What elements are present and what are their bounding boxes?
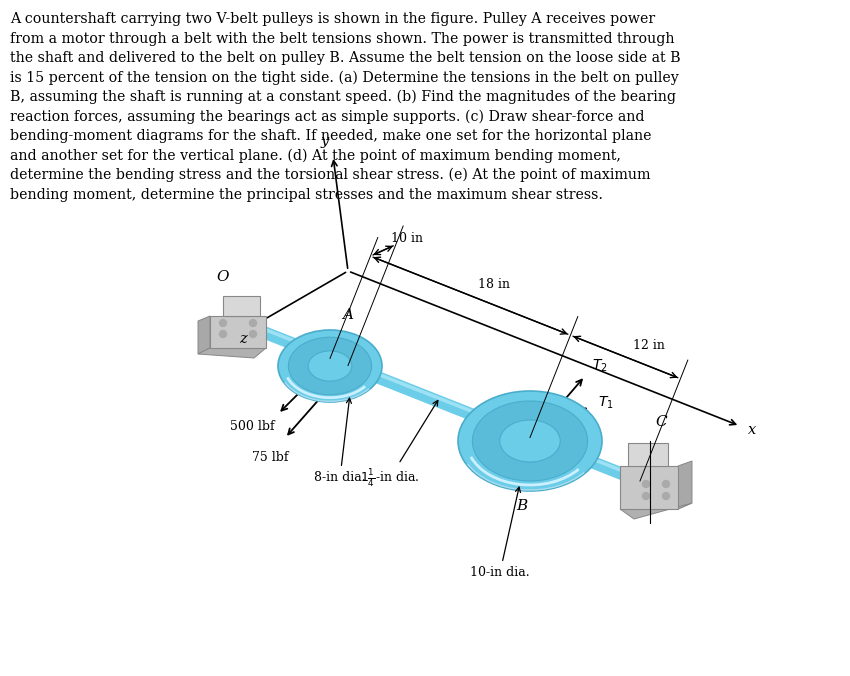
Ellipse shape — [500, 420, 560, 462]
Text: bending-moment diagrams for the shaft. If needed, make one set for the horizonta: bending-moment diagrams for the shaft. I… — [10, 129, 651, 143]
Polygon shape — [620, 466, 678, 509]
Polygon shape — [198, 348, 266, 358]
Text: 18 in: 18 in — [479, 278, 511, 291]
Text: reaction forces, assuming the bearings act as simple supports. (c) Draw shear-fo: reaction forces, assuming the bearings a… — [10, 110, 644, 124]
Circle shape — [250, 331, 257, 337]
Text: A: A — [342, 308, 353, 322]
Text: y: y — [320, 134, 329, 148]
Circle shape — [219, 320, 226, 327]
Ellipse shape — [309, 351, 352, 381]
Text: z: z — [239, 332, 246, 346]
Ellipse shape — [458, 391, 602, 491]
Text: 500 lbf: 500 lbf — [230, 420, 275, 433]
Text: and another set for the vertical plane. (d) At the point of maximum bending mome: and another set for the vertical plane. … — [10, 149, 620, 163]
Text: 10 in: 10 in — [391, 233, 423, 245]
Circle shape — [219, 331, 226, 337]
Text: B, assuming the shaft is running at a constant speed. (b) Find the magnitudes of: B, assuming the shaft is running at a co… — [10, 90, 676, 104]
Text: 8-in dia.: 8-in dia. — [314, 398, 366, 484]
Text: $T_2$: $T_2$ — [592, 358, 608, 375]
Text: A countershaft carrying two V-belt pulleys is shown in the figure. Pulley A rece: A countershaft carrying two V-belt pulle… — [10, 12, 655, 26]
Text: is 15 percent of the tension on the tight side. (a) Determine the tensions in th: is 15 percent of the tension on the tigh… — [10, 70, 679, 85]
Polygon shape — [210, 316, 266, 348]
Polygon shape — [628, 443, 668, 466]
Text: the shaft and delivered to the belt on pulley B. Assume the belt tension on the : the shaft and delivered to the belt on p… — [10, 51, 681, 65]
Ellipse shape — [278, 330, 382, 402]
Circle shape — [643, 481, 649, 487]
Polygon shape — [678, 461, 692, 509]
Circle shape — [662, 493, 670, 500]
Polygon shape — [198, 316, 210, 354]
Text: 12 in: 12 in — [633, 339, 666, 352]
Polygon shape — [620, 503, 692, 519]
Polygon shape — [223, 296, 260, 316]
Text: $T_1$: $T_1$ — [598, 395, 614, 411]
Text: x: x — [748, 423, 756, 437]
Circle shape — [250, 320, 257, 327]
Text: 10-in dia.: 10-in dia. — [470, 487, 530, 579]
Text: 75 lbf: 75 lbf — [252, 451, 288, 464]
Text: determine the bending stress and the torsional shear stress. (e) At the point of: determine the bending stress and the tor… — [10, 168, 650, 183]
Text: bending moment, determine the principal stresses and the maximum shear stress.: bending moment, determine the principal … — [10, 187, 603, 201]
Text: C: C — [655, 415, 666, 429]
Text: O: O — [217, 270, 230, 284]
Circle shape — [643, 493, 649, 500]
Text: $1\frac{1}{4}$-in dia.: $1\frac{1}{4}$-in dia. — [360, 400, 438, 489]
Text: B: B — [516, 499, 528, 513]
Ellipse shape — [288, 337, 371, 395]
Ellipse shape — [473, 401, 587, 481]
Text: from a motor through a belt with the belt tensions shown. The power is transmitt: from a motor through a belt with the bel… — [10, 32, 675, 45]
Circle shape — [662, 481, 670, 487]
